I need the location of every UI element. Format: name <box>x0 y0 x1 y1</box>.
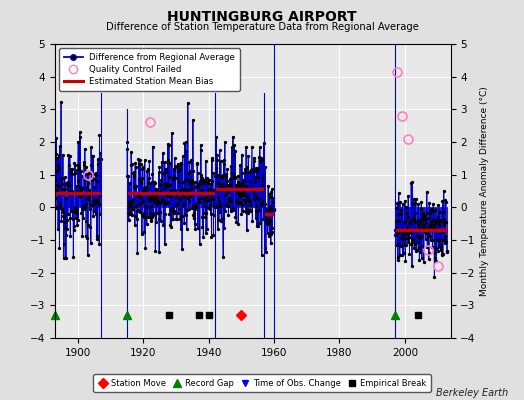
Legend: Station Move, Record Gap, Time of Obs. Change, Empirical Break: Station Move, Record Gap, Time of Obs. C… <box>93 374 431 392</box>
Text: HUNTINGBURG AIRPORT: HUNTINGBURG AIRPORT <box>167 10 357 24</box>
Y-axis label: Monthly Temperature Anomaly Difference (°C): Monthly Temperature Anomaly Difference (… <box>480 86 489 296</box>
Text: Difference of Station Temperature Data from Regional Average: Difference of Station Temperature Data f… <box>105 22 419 32</box>
Text: Berkeley Earth: Berkeley Earth <box>436 388 508 398</box>
Legend: Difference from Regional Average, Quality Control Failed, Estimated Station Mean: Difference from Regional Average, Qualit… <box>59 48 239 91</box>
